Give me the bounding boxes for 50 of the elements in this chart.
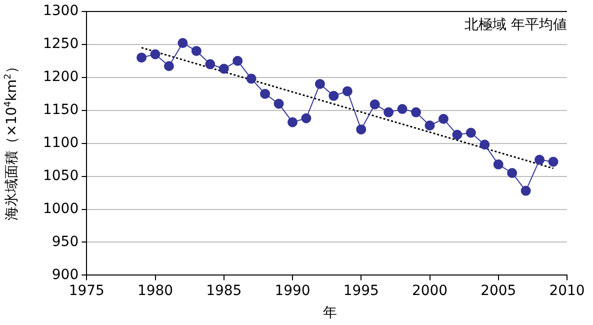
point: [411, 107, 422, 118]
point: [520, 186, 531, 196]
point: [534, 154, 545, 165]
point: [260, 88, 270, 99]
point: [178, 38, 188, 48]
point: [328, 90, 339, 101]
x-axis-title: 年: [323, 304, 337, 322]
point: [356, 124, 366, 134]
y-tick-label: 1100: [42, 134, 79, 151]
point: [218, 64, 229, 74]
point: [150, 49, 160, 60]
y-tick-label: 900: [52, 266, 79, 283]
point: [507, 168, 518, 178]
point: [397, 104, 408, 114]
point: [438, 114, 448, 124]
point: [191, 46, 202, 56]
x-tick-label: 2000: [412, 283, 448, 300]
point: [205, 59, 216, 70]
point: [288, 117, 298, 128]
point: [493, 159, 504, 170]
point: [480, 140, 490, 150]
point: [136, 52, 147, 63]
point: [314, 78, 325, 89]
y-tick-label: 950: [52, 234, 79, 250]
point: [246, 74, 256, 84]
x-tick-label: 1995: [343, 283, 379, 300]
point: [274, 98, 284, 109]
y-tick-label: 1250: [42, 36, 79, 52]
point: [466, 128, 476, 138]
annotation: 北極域 年平均値: [464, 16, 567, 34]
x-tick-label: 1980: [137, 283, 174, 300]
x-tick-label: 2005: [480, 283, 516, 300]
point: [548, 156, 558, 167]
x-tick-label: 1990: [274, 283, 310, 300]
point: [232, 56, 243, 66]
point: [370, 99, 380, 110]
point: [424, 120, 435, 130]
x-tick-label: 1975: [68, 283, 104, 300]
y-tick-label: 1050: [42, 168, 79, 184]
y-tick-label: 1150: [42, 102, 79, 118]
point: [384, 107, 394, 118]
x-tick-label: 2010: [549, 283, 585, 300]
x-tick-label: 1985: [206, 283, 242, 300]
y-tick-label: 1300: [42, 3, 79, 20]
point: [452, 130, 462, 140]
point: [342, 86, 352, 96]
y-tick-label: 1200: [42, 68, 79, 85]
point: [301, 113, 312, 124]
point: [164, 61, 174, 72]
y-tick-label: 1000: [42, 200, 79, 217]
